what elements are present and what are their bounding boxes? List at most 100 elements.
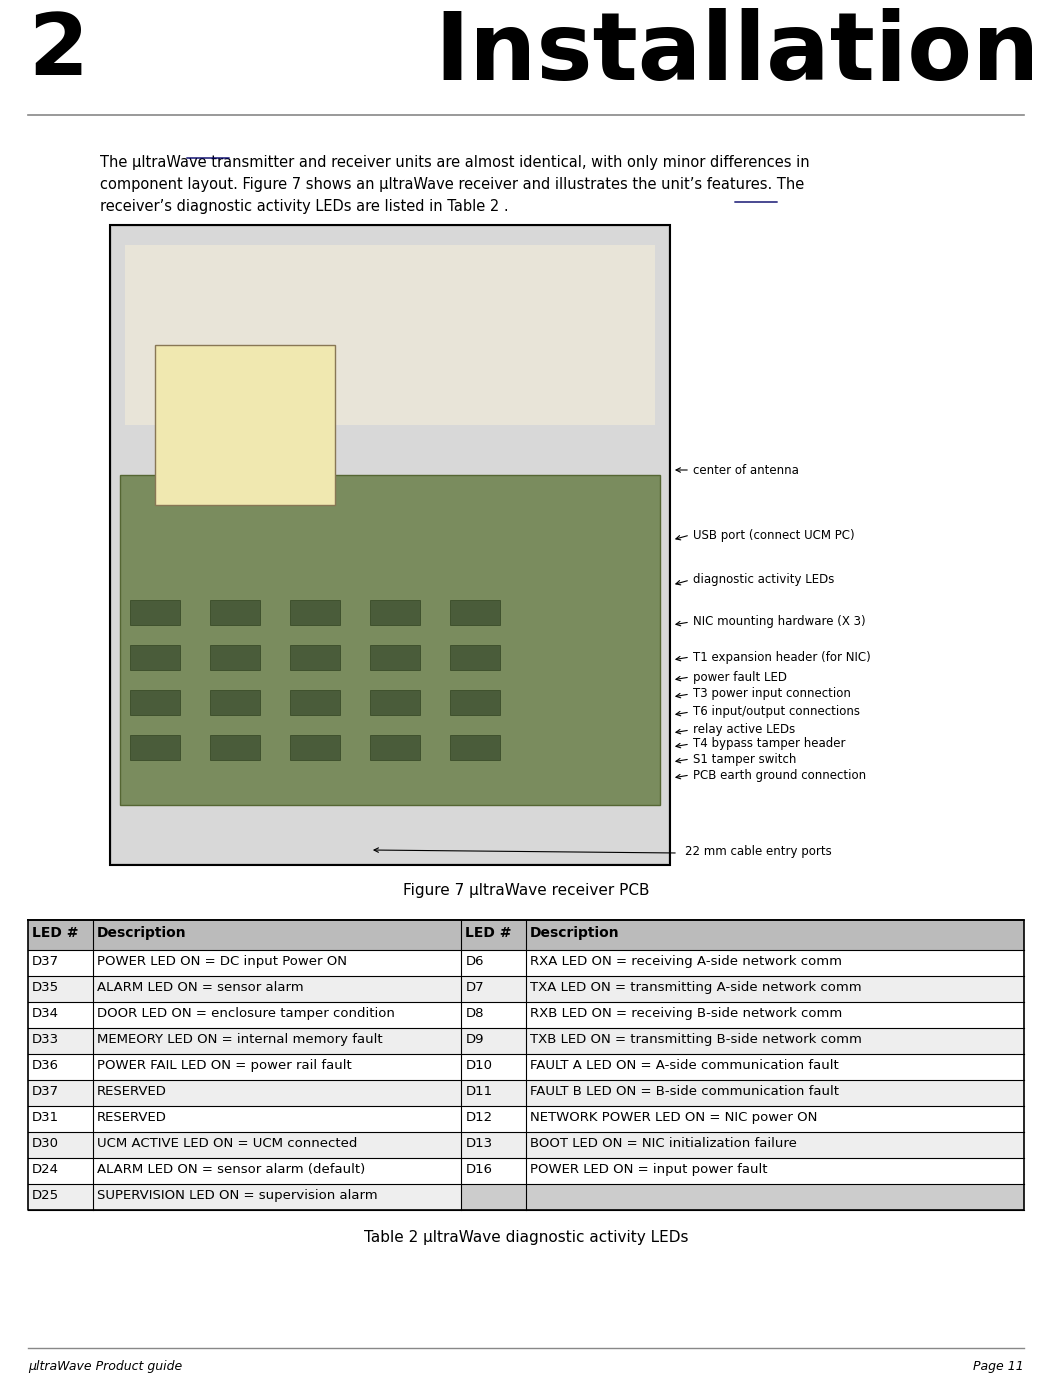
- Text: μltraWave Product guide: μltraWave Product guide: [28, 1360, 182, 1373]
- Bar: [450, 691, 500, 716]
- Text: T3 power input connection: T3 power input connection: [693, 688, 851, 700]
- Text: Installation: Installation: [434, 8, 1040, 100]
- Bar: [112, 227, 668, 864]
- Bar: [28, 1183, 1024, 1210]
- Text: Table 2 μltraWave diagnostic activity LEDs: Table 2 μltraWave diagnostic activity LE…: [364, 1230, 688, 1246]
- Bar: [28, 949, 1024, 976]
- Bar: [130, 735, 180, 760]
- Bar: [28, 1132, 1024, 1158]
- Text: power fault LED: power fault LED: [693, 670, 787, 684]
- Text: D34: D34: [32, 1008, 59, 1020]
- Text: LED #: LED #: [32, 926, 79, 940]
- Text: DOOR LED ON = enclosure tamper condition: DOOR LED ON = enclosure tamper condition: [97, 1008, 394, 1020]
- Text: D8: D8: [465, 1008, 484, 1020]
- Text: Description: Description: [530, 926, 620, 940]
- Text: D16: D16: [465, 1163, 492, 1176]
- Text: UCM ACTIVE LED ON = UCM connected: UCM ACTIVE LED ON = UCM connected: [97, 1138, 357, 1150]
- Text: USB port (connect UCM PC): USB port (connect UCM PC): [693, 529, 854, 541]
- Bar: [210, 735, 260, 760]
- Text: RXA LED ON = receiving A-side network comm: RXA LED ON = receiving A-side network co…: [530, 955, 842, 967]
- Bar: [210, 601, 260, 626]
- Text: D35: D35: [32, 981, 59, 994]
- Text: D9: D9: [465, 1032, 484, 1046]
- Text: POWER LED ON = input power fault: POWER LED ON = input power fault: [530, 1163, 768, 1176]
- Text: TXB LED ON = transmitting B-side network comm: TXB LED ON = transmitting B-side network…: [530, 1032, 862, 1046]
- Bar: [290, 601, 340, 626]
- Text: D6: D6: [465, 955, 484, 967]
- Text: T1 expansion header (for NIC): T1 expansion header (for NIC): [693, 650, 871, 663]
- Text: Page 11: Page 11: [973, 1360, 1024, 1373]
- Text: receiver’s diagnostic activity LEDs are listed in Table 2 .: receiver’s diagnostic activity LEDs are …: [100, 199, 508, 215]
- Bar: [130, 601, 180, 626]
- Text: diagnostic activity LEDs: diagnostic activity LEDs: [693, 573, 834, 587]
- Text: D24: D24: [32, 1163, 59, 1176]
- Text: D11: D11: [465, 1085, 492, 1098]
- Text: D31: D31: [32, 1111, 59, 1124]
- Text: The μltraWave transmitter and receiver units are almost identical, with only min: The μltraWave transmitter and receiver u…: [100, 155, 810, 170]
- Text: PCB earth ground connection: PCB earth ground connection: [693, 768, 866, 782]
- Bar: [28, 1002, 1024, 1028]
- Text: NETWORK POWER LED ON = NIC power ON: NETWORK POWER LED ON = NIC power ON: [530, 1111, 817, 1124]
- Text: RESERVED: RESERVED: [97, 1085, 166, 1098]
- Text: TXA LED ON = transmitting A-side network comm: TXA LED ON = transmitting A-side network…: [530, 981, 862, 994]
- Bar: [370, 691, 420, 716]
- Text: D33: D33: [32, 1032, 59, 1046]
- Text: center of antenna: center of antenna: [693, 464, 798, 476]
- Text: D7: D7: [465, 981, 484, 994]
- Bar: [28, 1106, 1024, 1132]
- Text: D12: D12: [465, 1111, 492, 1124]
- Text: POWER LED ON = DC input Power ON: POWER LED ON = DC input Power ON: [97, 955, 347, 967]
- Text: S1 tamper switch: S1 tamper switch: [693, 753, 796, 765]
- Bar: [370, 735, 420, 760]
- Bar: [110, 226, 670, 865]
- Text: NIC mounting hardware (X 3): NIC mounting hardware (X 3): [693, 616, 866, 628]
- Text: D36: D36: [32, 1059, 59, 1073]
- Bar: [28, 976, 1024, 1002]
- Bar: [130, 645, 180, 670]
- Text: component layout. Figure 7 shows an μltraWave receiver and illustrates the unit’: component layout. Figure 7 shows an μltr…: [100, 177, 804, 192]
- Bar: [450, 735, 500, 760]
- Text: T4 bypass tamper header: T4 bypass tamper header: [693, 738, 846, 750]
- Bar: [370, 645, 420, 670]
- Text: D37: D37: [32, 955, 59, 967]
- Text: POWER FAIL LED ON = power rail fault: POWER FAIL LED ON = power rail fault: [97, 1059, 351, 1073]
- Text: 22 mm cable entry ports: 22 mm cable entry ports: [685, 844, 832, 858]
- Bar: [210, 645, 260, 670]
- Bar: [290, 691, 340, 716]
- Bar: [28, 1028, 1024, 1055]
- Bar: [28, 1080, 1024, 1106]
- Bar: [130, 691, 180, 716]
- Text: 2: 2: [28, 10, 88, 93]
- Text: SUPERVISION LED ON = supervision alarm: SUPERVISION LED ON = supervision alarm: [97, 1189, 378, 1201]
- Text: D13: D13: [465, 1138, 492, 1150]
- Bar: [155, 345, 335, 505]
- Text: relay active LEDs: relay active LEDs: [693, 724, 795, 736]
- Text: MEMEORY LED ON = internal memory fault: MEMEORY LED ON = internal memory fault: [97, 1032, 382, 1046]
- Text: Description: Description: [97, 926, 186, 940]
- Bar: [125, 245, 655, 425]
- Text: ALARM LED ON = sensor alarm: ALARM LED ON = sensor alarm: [97, 981, 303, 994]
- Bar: [461, 1183, 1024, 1210]
- Text: D10: D10: [465, 1059, 492, 1073]
- Text: ALARM LED ON = sensor alarm (default): ALARM LED ON = sensor alarm (default): [97, 1163, 365, 1176]
- Text: LED #: LED #: [465, 926, 511, 940]
- Text: D25: D25: [32, 1189, 59, 1201]
- Bar: [28, 1055, 1024, 1080]
- Text: Figure 7 μltraWave receiver PCB: Figure 7 μltraWave receiver PCB: [403, 883, 649, 898]
- Text: D30: D30: [32, 1138, 59, 1150]
- Text: BOOT LED ON = NIC initialization failure: BOOT LED ON = NIC initialization failure: [530, 1138, 796, 1150]
- Text: D37: D37: [32, 1085, 59, 1098]
- Bar: [370, 601, 420, 626]
- Bar: [450, 645, 500, 670]
- Bar: [28, 1158, 1024, 1183]
- Bar: [450, 601, 500, 626]
- Text: RESERVED: RESERVED: [97, 1111, 166, 1124]
- Bar: [210, 691, 260, 716]
- Bar: [120, 475, 660, 805]
- Text: FAULT A LED ON = A-side communication fault: FAULT A LED ON = A-side communication fa…: [530, 1059, 838, 1073]
- Bar: [28, 920, 1024, 949]
- Text: FAULT B LED ON = B-side communication fault: FAULT B LED ON = B-side communication fa…: [530, 1085, 839, 1098]
- Bar: [290, 645, 340, 670]
- Bar: [290, 735, 340, 760]
- Text: T6 input/output connections: T6 input/output connections: [693, 706, 859, 718]
